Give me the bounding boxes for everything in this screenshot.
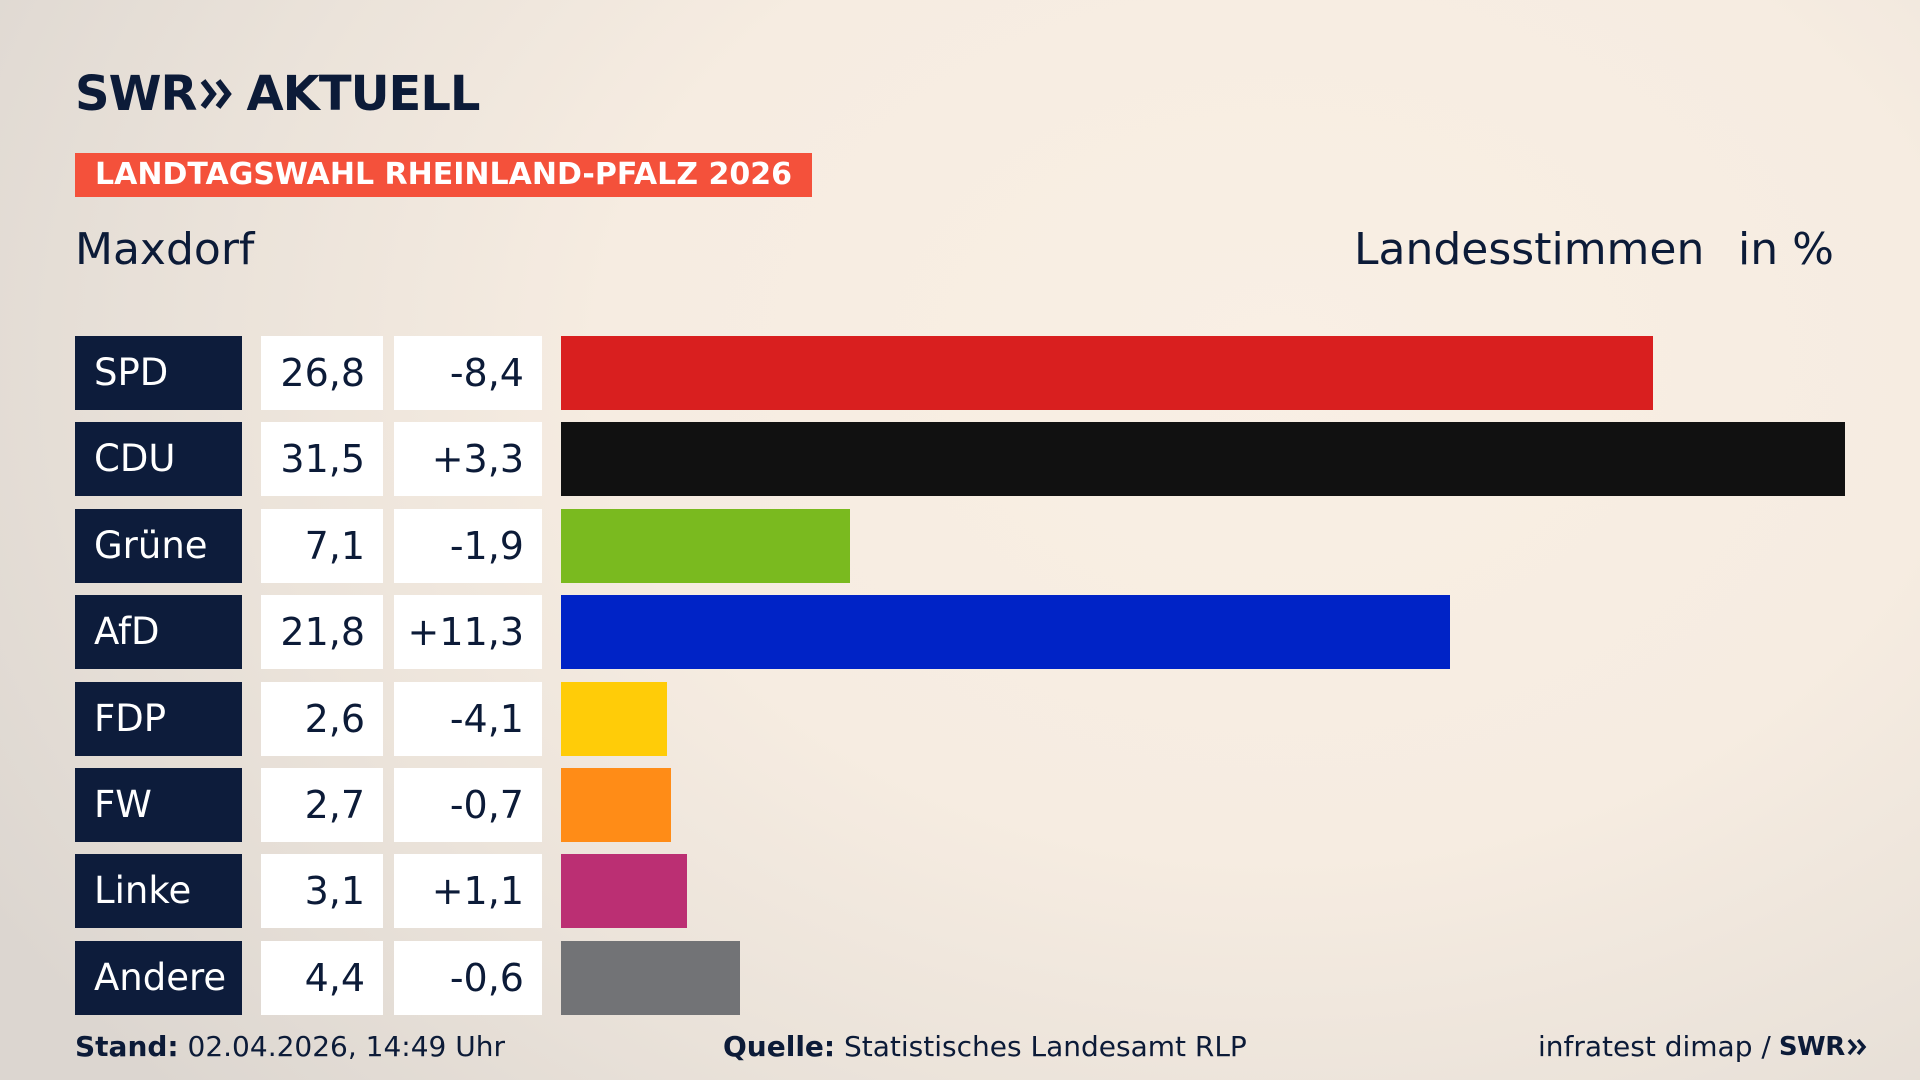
change-label: -8,4 (394, 336, 542, 410)
value-label: 7,1 (261, 509, 383, 583)
change-label: -1,9 (394, 509, 542, 583)
footer-source: Quelle: Statistisches Landesamt RLP (723, 1030, 1247, 1063)
change-label: -0,6 (394, 941, 542, 1015)
result-bar (561, 336, 1653, 410)
result-row: FW 2,7 -0,7 (75, 768, 1845, 842)
credit-text: infratest dimap / (1538, 1030, 1771, 1063)
footer-stand: Stand: 02.04.2026, 14:49 Uhr (75, 1030, 505, 1063)
result-bar (561, 941, 740, 1015)
value-label: 2,6 (261, 682, 383, 756)
double-chevron-icon (200, 77, 234, 111)
mini-logo-text: SWR (1778, 1031, 1845, 1062)
party-label: SPD (75, 336, 242, 410)
measure-label: Landesstimmen (1354, 224, 1705, 275)
brand-aktuell: AKTUELL (246, 66, 480, 122)
party-label: AfD (75, 595, 242, 669)
result-row: Grüne 7,1 -1,9 (75, 509, 1845, 583)
result-row: Linke 3,1 +1,1 (75, 854, 1845, 928)
result-bar (561, 509, 850, 583)
result-row: FDP 2,6 -4,1 (75, 682, 1845, 756)
party-label: CDU (75, 422, 242, 496)
result-bar (561, 595, 1450, 669)
party-label: Grüne (75, 509, 242, 583)
mini-chevron-icon (1847, 1038, 1867, 1055)
unit-label: in % (1738, 224, 1834, 275)
stand-label: Stand: (75, 1030, 179, 1063)
value-label: 3,1 (261, 854, 383, 928)
result-row: Andere 4,4 -0,6 (75, 941, 1845, 1015)
value-label: 26,8 (261, 336, 383, 410)
source-label: Quelle: (723, 1030, 836, 1063)
value-label: 21,8 (261, 595, 383, 669)
region-title: Maxdorf (75, 224, 255, 275)
result-row: AfD 21,8 +11,3 (75, 595, 1845, 669)
change-label: +3,3 (394, 422, 542, 496)
result-bar (561, 422, 1845, 496)
change-label: -0,7 (394, 768, 542, 842)
swr-mini-logo: SWR (1779, 1032, 1869, 1062)
party-label: FDP (75, 682, 242, 756)
swr-aktuell-logo: SWR AKTUELL (75, 66, 481, 122)
value-label: 31,5 (261, 422, 383, 496)
change-label: -4,1 (394, 682, 542, 756)
source-value: Statistisches Landesamt RLP (844, 1030, 1247, 1063)
party-label: Andere (75, 941, 242, 1015)
topic-banner: LANDTAGSWAHL RHEINLAND-PFALZ 2026 (75, 153, 812, 197)
party-label: FW (75, 768, 242, 842)
value-label: 2,7 (261, 768, 383, 842)
change-label: +11,3 (394, 595, 542, 669)
result-row: CDU 31,5 +3,3 (75, 422, 1845, 496)
value-label: 4,4 (261, 941, 383, 1015)
stand-value: 02.04.2026, 14:49 Uhr (187, 1030, 505, 1063)
result-bar (561, 854, 687, 928)
result-row: SPD 26,8 -8,4 (75, 336, 1845, 410)
brand-swr: SWR (75, 66, 197, 122)
result-bar (561, 682, 667, 756)
result-bar (561, 768, 671, 842)
change-label: +1,1 (394, 854, 542, 928)
footer-credit: infratest dimap / SWR (1538, 1030, 1869, 1063)
party-label: Linke (75, 854, 242, 928)
